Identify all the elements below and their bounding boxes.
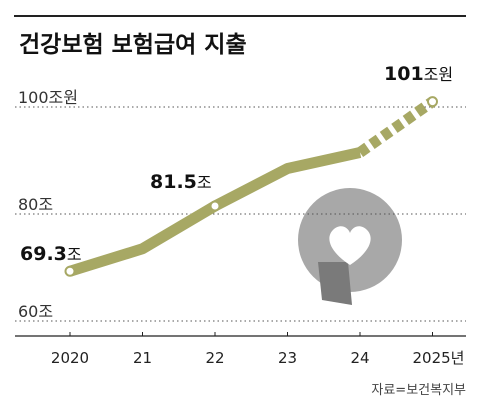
x-tick-label: 2020 (51, 349, 89, 367)
series-line-projected (356, 97, 436, 157)
data-label: 81.5조 (150, 171, 212, 193)
y-axis-ticks: 60조 80조 100조원 (18, 88, 78, 321)
y-tick-label: 60조 (18, 302, 53, 321)
source-note: 자료=보건복지부 (371, 383, 466, 398)
data-point-marker (209, 200, 221, 212)
x-tick-label: 24 (350, 349, 369, 367)
x-tick-label: 22 (205, 349, 224, 367)
y-tick-label: 80조 (18, 195, 53, 214)
data-point-marker (64, 265, 76, 277)
data-point-marker (427, 96, 438, 108)
gridlines (15, 106, 466, 322)
heart-icon (329, 226, 371, 265)
data-label-unit: 조원 (424, 65, 453, 84)
x-tick-label: 2025년 (413, 349, 465, 367)
x-tick-label: 23 (278, 349, 297, 367)
x-axis: 2020 21 22 23 24 2025년 (15, 332, 466, 367)
data-label-value: 81.5 (150, 171, 197, 193)
x-tick-label: 21 (133, 349, 152, 367)
data-label-unit: 조 (197, 173, 212, 192)
y-tick-label: 100조원 (18, 88, 78, 107)
data-label-unit: 조 (67, 245, 82, 264)
data-label-value: 69.3 (20, 243, 67, 265)
logo-watermark (298, 188, 402, 305)
data-label: 69.3조 (20, 243, 82, 265)
data-label: 101조원 (384, 63, 453, 85)
data-label-value: 101 (384, 63, 424, 85)
logo-tail (318, 262, 352, 305)
chart-title: 건강보험 보험급여 지출 (19, 32, 247, 58)
